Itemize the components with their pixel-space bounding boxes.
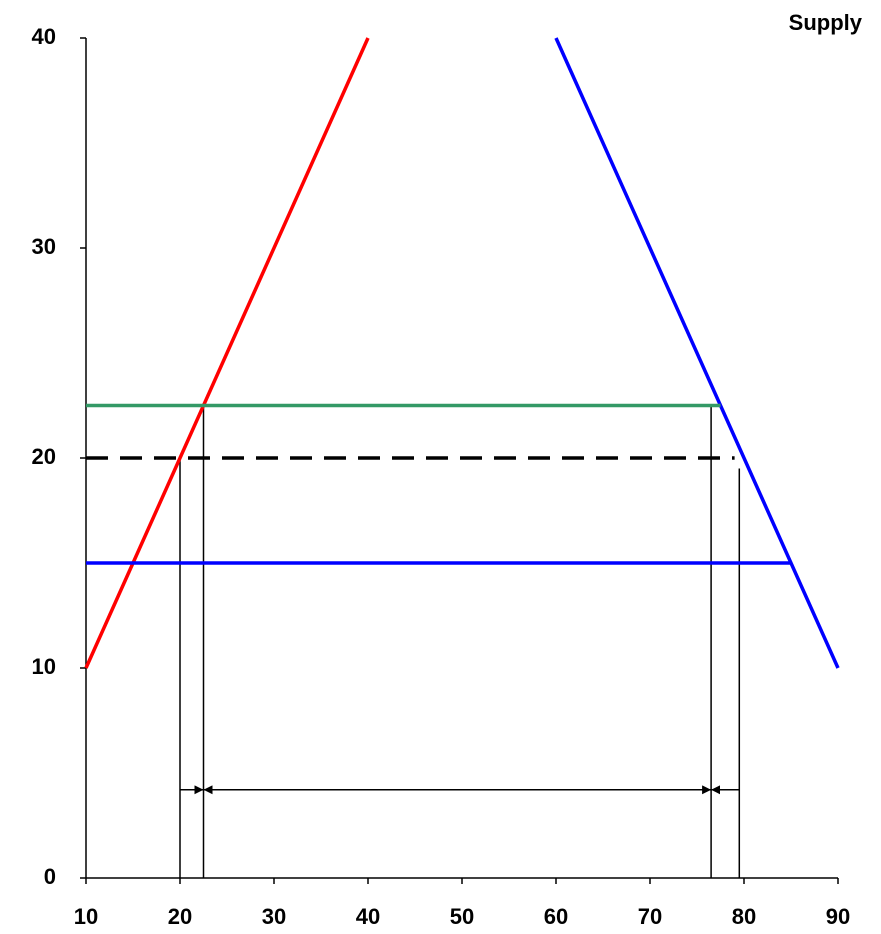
series-line bbox=[554, 37, 840, 669]
x-tick-label: 40 bbox=[356, 904, 380, 929]
x-tick-label: 80 bbox=[732, 904, 756, 929]
x-tick-label: 30 bbox=[262, 904, 286, 929]
x-tick-label: 20 bbox=[168, 904, 192, 929]
y-tick-label: 20 bbox=[32, 444, 56, 469]
x-tick-label: 70 bbox=[638, 904, 662, 929]
y-tick-label: 30 bbox=[32, 234, 56, 259]
y-tick-label: 40 bbox=[32, 24, 56, 49]
x-tick-label: 60 bbox=[544, 904, 568, 929]
series-line bbox=[84, 37, 370, 669]
x-tick-label: 50 bbox=[450, 904, 474, 929]
supply-label: Supply bbox=[789, 10, 863, 35]
x-tick-label: 10 bbox=[74, 904, 98, 929]
y-tick-label: 0 bbox=[44, 864, 56, 889]
x-tick-label: 90 bbox=[826, 904, 850, 929]
y-tick-label: 10 bbox=[32, 654, 56, 679]
